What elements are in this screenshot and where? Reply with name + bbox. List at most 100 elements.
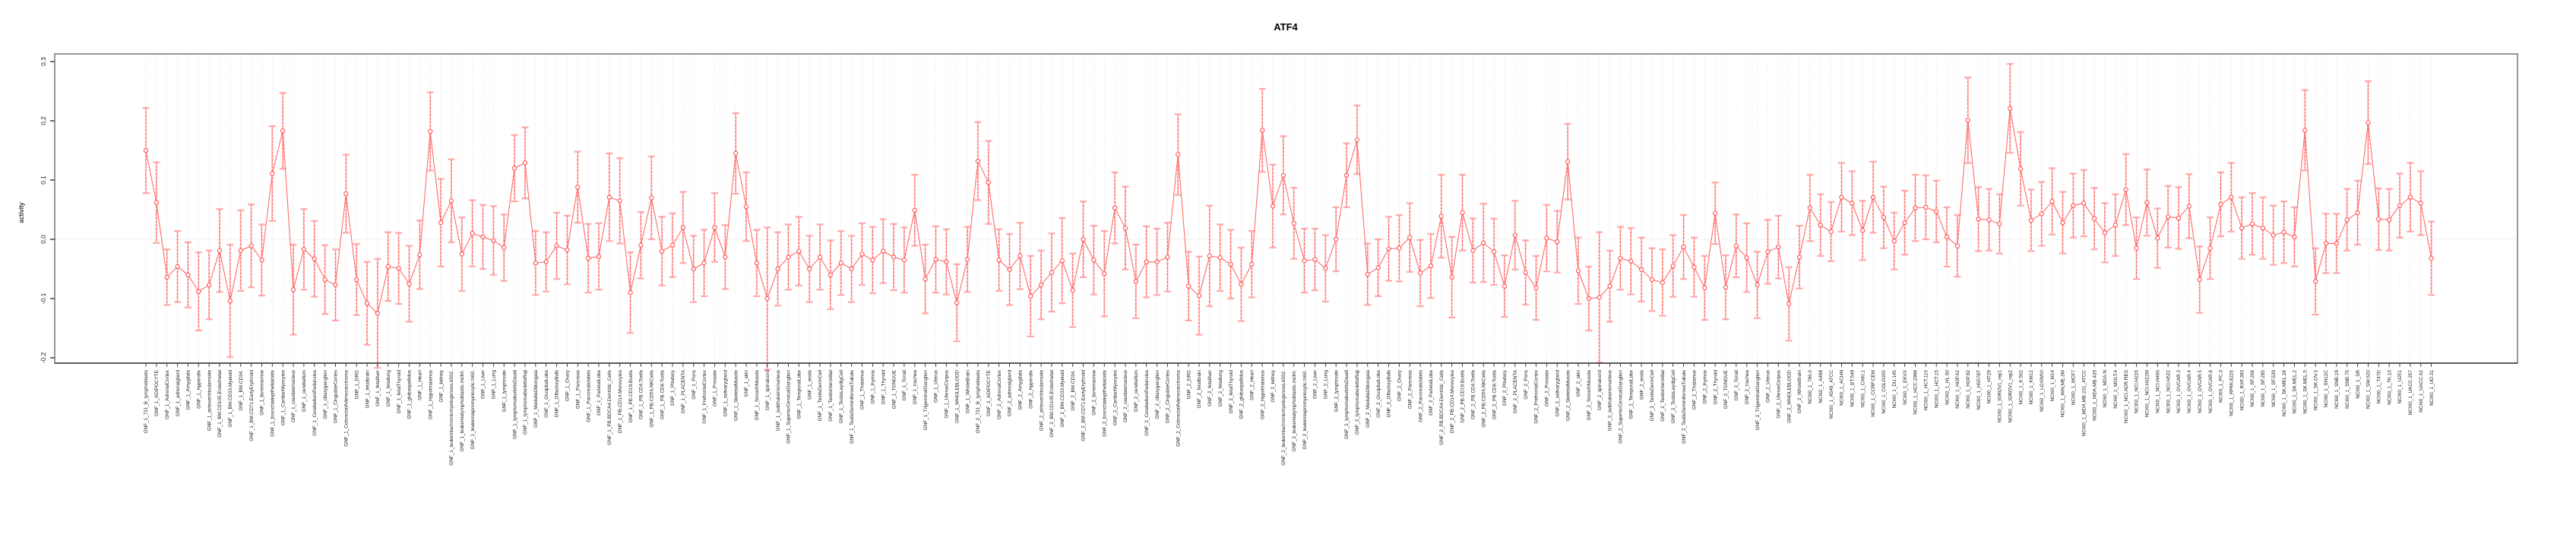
data-point	[2028, 217, 2034, 223]
data-point	[2239, 226, 2245, 231]
x-tick-label: GNF_2_lymphomaburkittsRaji	[1355, 370, 1360, 435]
x-tick-label: GNF_1_CerebellumPeduncles	[312, 370, 318, 436]
data-point	[933, 257, 938, 262]
x-tick-label: NCI60_1_SF.295	[2261, 370, 2266, 407]
x-tick-label: GNF_1_Heart	[418, 370, 423, 400]
data-point	[2123, 187, 2128, 192]
data-point	[1649, 277, 1655, 283]
data-point	[733, 150, 739, 157]
x-tick-label: GNF_1_SmoothMuscle	[755, 370, 760, 421]
x-tick-label: GNF_2_Thyroid	[1713, 370, 1718, 405]
x-tick-label: GNF_1_PB.CD4.Tcells	[639, 370, 644, 419]
data-point	[1965, 118, 1970, 123]
x-tick-label: GNF_2_PB.CD19.Bcells	[1460, 370, 1466, 423]
data-point	[1460, 210, 1465, 216]
data-point	[796, 248, 802, 254]
x-tick-label: GNF_1_CingulateCortex	[334, 369, 339, 423]
x-tick-label: GNF_2_skin	[1576, 370, 1581, 397]
x-tick-label: GNF_2_Ovary	[1397, 369, 1403, 401]
x-tick-label: GNF_2_BM.CD33.Myeloid	[1060, 370, 1065, 428]
data-point	[1533, 285, 1539, 291]
data-point	[1555, 239, 1560, 245]
data-point	[1860, 228, 1866, 233]
data-point	[2102, 230, 2108, 236]
x-tick-label: GNF_1_globuspallidus	[407, 370, 413, 419]
data-point	[1744, 255, 1749, 261]
data-point	[838, 261, 843, 266]
x-tick-label: GNF_1_TestisInterstitial	[828, 370, 834, 422]
x-tick-label: GNF_2_cerebellum	[1134, 370, 1139, 412]
x-tick-label: GNF_1_MedullaOblongata	[533, 370, 539, 428]
data-point	[2355, 210, 2360, 216]
data-point	[2376, 217, 2381, 222]
data-point	[2081, 201, 2087, 206]
x-tick-label: GNF_1_ParietalLobe	[597, 370, 602, 416]
data-point	[1755, 282, 1760, 288]
x-tick-label: GNF_2_TemporalLobe	[1628, 370, 1634, 419]
data-point	[1597, 295, 1602, 300]
x-tick-label: GNF_2_adrenalgland	[1008, 370, 1013, 417]
x-tick-label: GNF_2_MedullaOblongata	[1366, 370, 1371, 428]
x-tick-label: GNF_1_Pancreaticislets	[586, 370, 591, 422]
x-tick-label: GNF_1_Thalamus	[860, 370, 866, 409]
x-tick-label: NCI60_1_MALME.3M	[2061, 370, 2066, 417]
data-point	[1723, 285, 1729, 290]
data-point	[2292, 234, 2297, 240]
data-point	[659, 248, 665, 254]
x-tick-label: GNF_1_ciliaryganglion	[323, 370, 328, 419]
x-tick-label: GNF_2_leukemiapromyelocytic.hl60.	[1302, 370, 1308, 450]
x-tick-label: GNF_1_fetalThyroid	[397, 370, 402, 414]
data-point	[2313, 279, 2318, 284]
x-tick-label: NCI60_1_RPMI.8226	[2229, 370, 2234, 416]
data-point	[565, 247, 570, 253]
x-tick-label: GNF_2_Liver	[1313, 369, 1318, 399]
data-point	[175, 264, 180, 270]
data-point	[1270, 204, 1276, 209]
data-point	[1375, 265, 1381, 270]
data-point	[1017, 253, 1023, 258]
data-point	[2344, 217, 2350, 223]
x-tick-label: GNF_1_DRG	[354, 370, 359, 399]
x-tick-label: NCI60_1_NCI.H522	[2166, 370, 2171, 413]
data-point	[1796, 255, 1802, 260]
data-point	[701, 261, 707, 266]
x-tick-label: GNF_1_BM.CD34.	[239, 370, 244, 411]
data-point	[385, 264, 391, 270]
x-tick-label: GNF_2_fetallung	[1218, 370, 1223, 407]
x-tick-label: GNF_1_fetalbrain	[365, 370, 370, 409]
x-tick-label: GNF_1_salivarygland	[723, 370, 729, 417]
data-point	[1523, 270, 1528, 275]
x-tick-label: GNF_1_adrenalgland	[176, 370, 181, 417]
x-tick-label: GNF_2_PB.CD14.Monocytes	[1450, 370, 1455, 433]
data-point	[259, 258, 264, 263]
data-point	[2155, 236, 2160, 241]
x-tick-label: NCI60_1_UACC.257	[2408, 370, 2413, 416]
x-tick-label: GNF_2_PB.CD8.Tcells	[1492, 370, 1497, 419]
data-point	[2008, 106, 2013, 111]
data-point	[649, 195, 654, 201]
x-tick-label: NCI60_1_A498	[1818, 370, 1824, 403]
data-point	[669, 242, 676, 248]
data-point	[2186, 204, 2191, 209]
data-point	[2229, 194, 2234, 200]
data-point	[1428, 263, 1434, 269]
data-point	[859, 251, 865, 257]
x-tick-label: GNF_1_spinalcord	[765, 370, 771, 411]
data-point	[1112, 205, 1118, 210]
x-tick-label: NCI60_1_RXF.393	[2239, 370, 2245, 411]
data-point	[2334, 241, 2340, 246]
x-tick-label: GNF_1_cerebellum	[302, 370, 307, 412]
data-point	[1913, 205, 1918, 210]
data-point	[723, 255, 728, 260]
x-tick-label: GNF_1_lymphomaburkittsDaudi	[512, 370, 517, 439]
series-line	[145, 108, 2432, 315]
data-point	[448, 198, 454, 204]
data-point	[1185, 283, 1191, 289]
x-tick-label: GNF_1_CardiacMyocytes	[280, 370, 286, 425]
x-tick-label: NCI60_1_LOXIMVI	[2040, 370, 2045, 412]
x-tick-label: GNF_1_PB.CD14.Monocytes	[618, 370, 623, 433]
x-tick-label: NCI60_1_SW.620	[2366, 370, 2372, 409]
x-tick-label: NCI60_1_MDA.MB.231_ATCC	[2081, 370, 2087, 437]
x-tick-label: GNF_1_TestisGermCell	[818, 370, 823, 421]
x-tick-label: GNF_2_Pituitary	[1502, 369, 1508, 406]
